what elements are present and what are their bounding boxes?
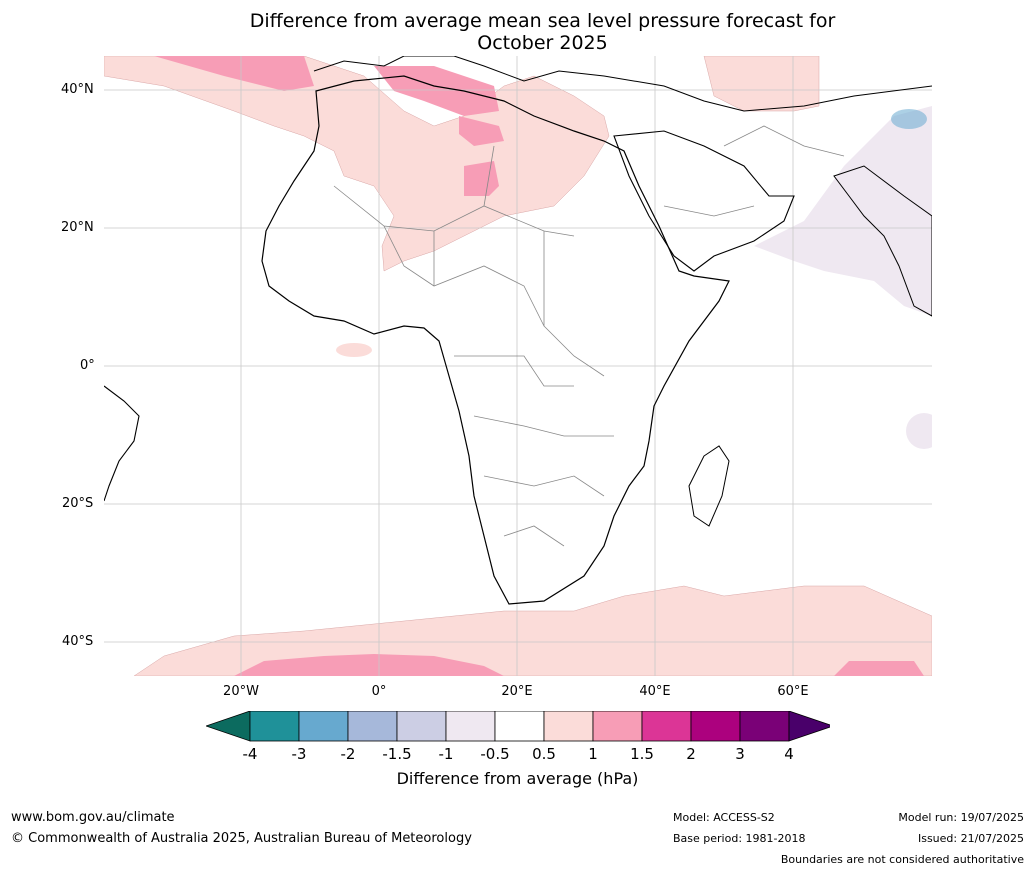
colorbar-segment: [249, 711, 300, 742]
colorbar-tick-label: -4: [242, 745, 258, 763]
colorbar-extend-high: [788, 711, 830, 742]
map-title: Difference from average mean sea level p…: [0, 10, 1035, 54]
footer-url[interactable]: www.bom.gov.au/climate: [11, 810, 175, 825]
colorbar-title: Difference from average (hPa): [396, 769, 639, 788]
lat-label-20s: 20°S: [62, 496, 94, 511]
footer-issued: Issued: 21/07/2025: [917, 832, 1024, 845]
anomaly-shading-north-mid: [154, 56, 314, 91]
pressure-anomaly-map: [104, 56, 932, 676]
colorbar-segment: [739, 711, 790, 742]
colorbar-segment: [396, 711, 447, 742]
colorbar-tick-label: -3: [291, 745, 307, 763]
colorbar-tick-label: 1: [588, 745, 598, 763]
colorbar-tick-label: 1.5: [630, 745, 654, 763]
colorbar-tick-label: -1: [438, 745, 454, 763]
colorbar-tick-label: 3: [735, 745, 745, 763]
colorbar-segment: [494, 711, 545, 742]
colorbar-segment: [445, 711, 496, 742]
colorbar-tick-label: -2: [340, 745, 356, 763]
title-line-2: October 2025: [477, 32, 608, 54]
map-gridlines: [104, 56, 932, 676]
footer-base-period: Base period: 1981-2018: [673, 832, 806, 845]
anomaly-shading-south-mid-2: [834, 661, 924, 676]
lon-label-40e: 40°E: [639, 684, 671, 699]
lat-label-40s: 40°S: [62, 634, 94, 649]
footer-model-run: Model run: 19/07/2025: [898, 811, 1024, 824]
lat-label-20n: 20°N: [61, 220, 94, 235]
colorbar-segment: [298, 711, 349, 742]
madagascar: [688, 445, 730, 527]
anomaly-shading-north-mid-4: [464, 161, 499, 196]
africa-coastline: [261, 75, 730, 605]
footer-disclaimer: Boundaries are not considered authoritat…: [780, 853, 1024, 866]
colorbar: [206, 711, 830, 742]
anomaly-shading-south-light: [133, 585, 932, 676]
colorbar-tick-label: 0.5: [532, 745, 556, 763]
colorbar-segment: [347, 711, 398, 742]
footer-copyright: © Commonwealth of Australia 2025, Austra…: [11, 831, 472, 846]
colorbar-tick-label: -0.5: [480, 745, 510, 763]
footer-model: Model: ACCESS-S2: [673, 811, 775, 824]
anomaly-shading-north-mid-3: [459, 116, 504, 146]
anomaly-shading-north-light: [104, 56, 610, 272]
colorbar-tick-label: -1.5: [382, 745, 412, 763]
lon-label-0: 0°: [371, 684, 387, 699]
colorbar-segment: [543, 711, 594, 742]
lon-label-20e: 20°E: [501, 684, 533, 699]
lat-label-0: 0°: [80, 358, 95, 373]
colorbar-segment: [592, 711, 643, 742]
anomaly-shading-india: [754, 106, 932, 316]
country-borders: [333, 125, 845, 547]
india-coast: [833, 165, 932, 317]
colorbar-tick-label: 4: [784, 745, 794, 763]
title-line-1: Difference from average mean sea level p…: [249, 10, 836, 32]
anomaly-shading-east-med: [703, 56, 820, 112]
lon-label-60e: 60°E: [777, 684, 809, 699]
arabian-peninsula: [613, 130, 795, 272]
colorbar-extend-low: [206, 711, 251, 742]
lat-label-40n: 40°N: [61, 82, 94, 97]
europe-coast: [313, 56, 932, 112]
colorbar-tick-label: 2: [686, 745, 696, 763]
colorbar-segment: [641, 711, 692, 742]
colorbar-segment: [690, 711, 741, 742]
lon-label-20w: 20°W: [223, 684, 259, 699]
south-america-coast: [104, 385, 140, 502]
anomaly-shading-tibet: [891, 109, 927, 129]
anomaly-shading-south-mid: [234, 654, 504, 676]
anomaly-shading-north-mid-2: [374, 66, 499, 116]
